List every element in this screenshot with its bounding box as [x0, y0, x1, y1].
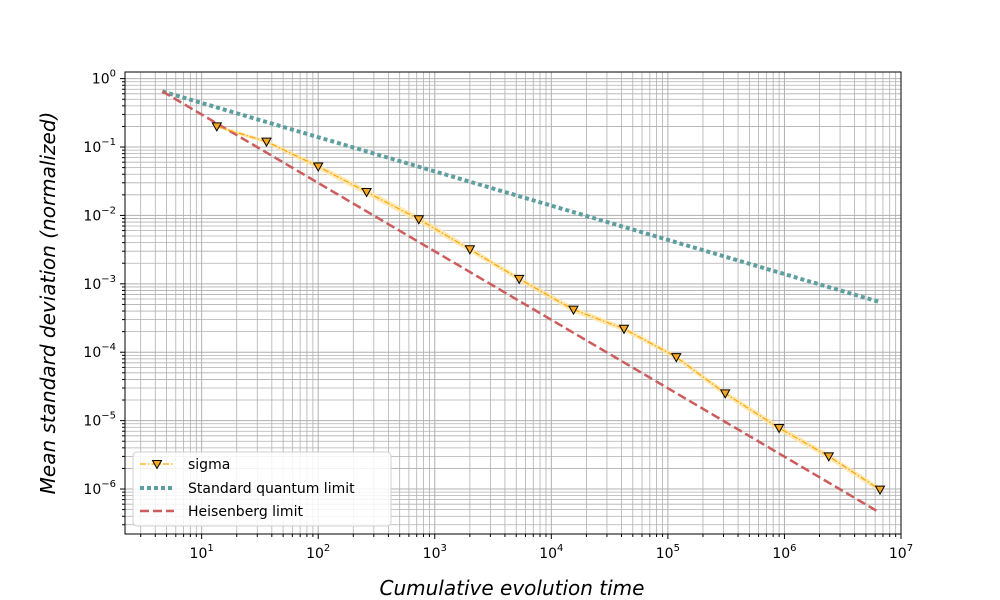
x-tick-label: 103	[423, 543, 447, 562]
sigma-point	[312, 162, 324, 173]
sigma-uncertainty-band	[216, 125, 881, 493]
sigma-point	[361, 188, 372, 198]
plot-frame	[124, 71, 902, 535]
standard-quantum-limit-line	[161, 89, 881, 305]
sigma-point	[874, 485, 886, 496]
x-tick-label: 107	[889, 543, 913, 562]
sigma-point	[513, 274, 525, 285]
sigma-point	[618, 324, 630, 335]
x-tick-label: 101	[190, 543, 214, 562]
x-axis-title: Cumulative evolution time	[380, 576, 645, 600]
y-tick-label: 10−1	[83, 137, 116, 156]
legend-sql-label: Standard quantum limit	[188, 481, 355, 497]
legend: sigma Standard quantum limit Heisenberg li…	[132, 451, 392, 527]
legend-box	[132, 451, 392, 527]
y-tick-label: 10−5	[83, 411, 116, 430]
x-tick-label: 104	[539, 543, 563, 562]
sigma-line	[216, 125, 881, 491]
sigma-point	[464, 245, 476, 255]
sigma-point	[670, 353, 682, 363]
sigma-point	[261, 137, 272, 148]
y-tick-label: 100	[92, 69, 116, 88]
y-tick-label: 10−2	[83, 205, 116, 224]
sigma-point	[719, 389, 731, 399]
grid	[125, 72, 902, 534]
heisenberg-limit-line	[161, 90, 881, 514]
legend-sigma-label: sigma	[188, 457, 230, 473]
sigma-point	[823, 452, 835, 462]
legend-heisenberg-label: Heisenberg limit	[188, 504, 303, 520]
y-tick-label: 10−3	[83, 274, 116, 293]
y-tick-label: 10−6	[83, 479, 116, 498]
x-tick-label: 105	[656, 543, 680, 562]
y-axis-title: Mean standard deviation (normalized)	[36, 112, 60, 495]
x-tick-label: 102	[306, 543, 330, 562]
sigma-point	[568, 305, 579, 316]
sigma-point	[773, 424, 785, 434]
sigma-point	[413, 215, 425, 225]
plot-series	[161, 89, 886, 514]
y-tick-label: 10−4	[83, 342, 116, 361]
legend-sigma-marker	[151, 460, 163, 470]
sigma-point	[211, 122, 223, 132]
x-tick-label: 106	[772, 543, 796, 562]
